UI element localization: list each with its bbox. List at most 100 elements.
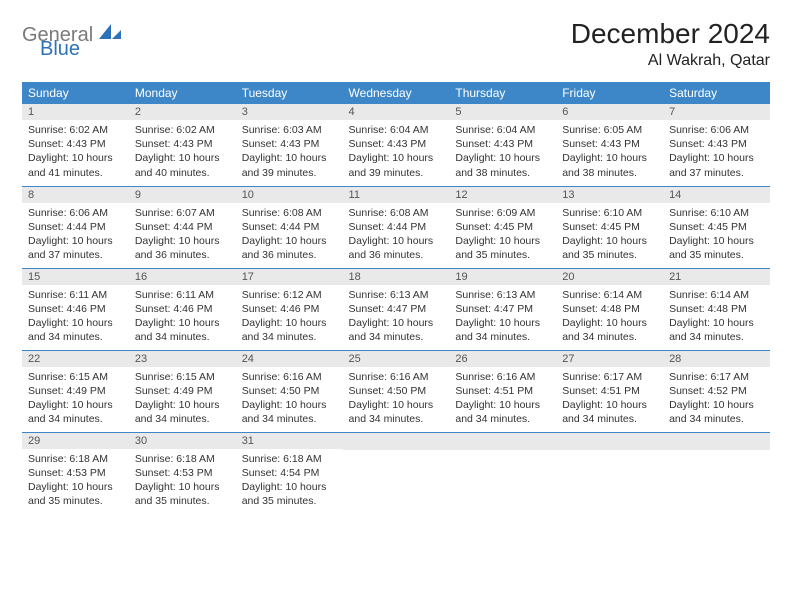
calendar-cell: 22Sunrise: 6:15 AMSunset: 4:49 PMDayligh…: [22, 350, 129, 432]
sunrise-line: Sunrise: 6:07 AM: [135, 206, 230, 220]
calendar-cell: 30Sunrise: 6:18 AMSunset: 4:53 PMDayligh…: [129, 432, 236, 514]
calendar-table: Sunday Monday Tuesday Wednesday Thursday…: [22, 82, 770, 514]
daylight-line: Daylight: 10 hours and 37 minutes.: [28, 234, 123, 262]
sunset-line: Sunset: 4:46 PM: [28, 302, 123, 316]
day-content: Sunrise: 6:16 AMSunset: 4:51 PMDaylight:…: [449, 367, 556, 431]
month-title: December 2024: [571, 18, 770, 50]
day-content: Sunrise: 6:15 AMSunset: 4:49 PMDaylight:…: [22, 367, 129, 431]
day-number: 13: [556, 187, 663, 203]
calendar-cell: [556, 432, 663, 514]
sunrise-line: Sunrise: 6:09 AM: [455, 206, 550, 220]
day-content: Sunrise: 6:02 AMSunset: 4:43 PMDaylight:…: [129, 120, 236, 184]
calendar-cell: 11Sunrise: 6:08 AMSunset: 4:44 PMDayligh…: [343, 186, 450, 268]
calendar-cell: 1Sunrise: 6:02 AMSunset: 4:43 PMDaylight…: [22, 104, 129, 186]
calendar-cell: 16Sunrise: 6:11 AMSunset: 4:46 PMDayligh…: [129, 268, 236, 350]
day-content: Sunrise: 6:15 AMSunset: 4:49 PMDaylight:…: [129, 367, 236, 431]
calendar-cell: [343, 432, 450, 514]
sunrise-line: Sunrise: 6:14 AM: [669, 288, 764, 302]
weekday-header-row: Sunday Monday Tuesday Wednesday Thursday…: [22, 82, 770, 104]
day-number: 24: [236, 351, 343, 367]
day-number: 9: [129, 187, 236, 203]
day-number: 20: [556, 269, 663, 285]
day-number: 8: [22, 187, 129, 203]
sunrise-line: Sunrise: 6:18 AM: [135, 452, 230, 466]
daylight-line: Daylight: 10 hours and 35 minutes.: [455, 234, 550, 262]
calendar-cell: 29Sunrise: 6:18 AMSunset: 4:53 PMDayligh…: [22, 432, 129, 514]
day-content: Sunrise: 6:10 AMSunset: 4:45 PMDaylight:…: [663, 203, 770, 267]
day-number: 3: [236, 104, 343, 120]
day-number: 25: [343, 351, 450, 367]
calendar-cell: 12Sunrise: 6:09 AMSunset: 4:45 PMDayligh…: [449, 186, 556, 268]
sunrise-line: Sunrise: 6:05 AM: [562, 123, 657, 137]
daylight-line: Daylight: 10 hours and 34 minutes.: [455, 398, 550, 426]
sunrise-line: Sunrise: 6:16 AM: [455, 370, 550, 384]
day-number: 19: [449, 269, 556, 285]
sunset-line: Sunset: 4:53 PM: [135, 466, 230, 480]
day-content: Sunrise: 6:02 AMSunset: 4:43 PMDaylight:…: [22, 120, 129, 184]
weekday-header: Tuesday: [236, 82, 343, 104]
sunset-line: Sunset: 4:43 PM: [242, 137, 337, 151]
sunrise-line: Sunrise: 6:10 AM: [669, 206, 764, 220]
day-content: Sunrise: 6:14 AMSunset: 4:48 PMDaylight:…: [663, 285, 770, 349]
sunrise-line: Sunrise: 6:12 AM: [242, 288, 337, 302]
day-content: Sunrise: 6:17 AMSunset: 4:52 PMDaylight:…: [663, 367, 770, 431]
calendar-row: 29Sunrise: 6:18 AMSunset: 4:53 PMDayligh…: [22, 432, 770, 514]
day-content: Sunrise: 6:16 AMSunset: 4:50 PMDaylight:…: [343, 367, 450, 431]
day-number: 22: [22, 351, 129, 367]
day-number: 10: [236, 187, 343, 203]
sunset-line: Sunset: 4:47 PM: [455, 302, 550, 316]
sunset-line: Sunset: 4:43 PM: [562, 137, 657, 151]
sunrise-line: Sunrise: 6:11 AM: [28, 288, 123, 302]
day-number: 14: [663, 187, 770, 203]
day-number: 16: [129, 269, 236, 285]
day-content: Sunrise: 6:18 AMSunset: 4:54 PMDaylight:…: [236, 449, 343, 513]
sunrise-line: Sunrise: 6:16 AM: [349, 370, 444, 384]
calendar-cell: 20Sunrise: 6:14 AMSunset: 4:48 PMDayligh…: [556, 268, 663, 350]
sunset-line: Sunset: 4:48 PM: [669, 302, 764, 316]
daylight-line: Daylight: 10 hours and 34 minutes.: [349, 316, 444, 344]
day-number: 6: [556, 104, 663, 120]
weekday-header: Thursday: [449, 82, 556, 104]
sunrise-line: Sunrise: 6:17 AM: [669, 370, 764, 384]
sunset-line: Sunset: 4:44 PM: [28, 220, 123, 234]
sunrise-line: Sunrise: 6:14 AM: [562, 288, 657, 302]
daylight-line: Daylight: 10 hours and 35 minutes.: [562, 234, 657, 262]
day-content: Sunrise: 6:06 AMSunset: 4:44 PMDaylight:…: [22, 203, 129, 267]
calendar-cell: 7Sunrise: 6:06 AMSunset: 4:43 PMDaylight…: [663, 104, 770, 186]
calendar-cell: 28Sunrise: 6:17 AMSunset: 4:52 PMDayligh…: [663, 350, 770, 432]
sunset-line: Sunset: 4:43 PM: [135, 137, 230, 151]
calendar-cell: 31Sunrise: 6:18 AMSunset: 4:54 PMDayligh…: [236, 432, 343, 514]
weekday-header: Wednesday: [343, 82, 450, 104]
day-content: Sunrise: 6:10 AMSunset: 4:45 PMDaylight:…: [556, 203, 663, 267]
calendar-cell: [663, 432, 770, 514]
calendar-cell: 13Sunrise: 6:10 AMSunset: 4:45 PMDayligh…: [556, 186, 663, 268]
day-content: Sunrise: 6:14 AMSunset: 4:48 PMDaylight:…: [556, 285, 663, 349]
sunset-line: Sunset: 4:45 PM: [669, 220, 764, 234]
day-content: Sunrise: 6:17 AMSunset: 4:51 PMDaylight:…: [556, 367, 663, 431]
sunrise-line: Sunrise: 6:15 AM: [28, 370, 123, 384]
day-number: 28: [663, 351, 770, 367]
sunrise-line: Sunrise: 6:17 AM: [562, 370, 657, 384]
daylight-line: Daylight: 10 hours and 35 minutes.: [242, 480, 337, 508]
sunset-line: Sunset: 4:47 PM: [349, 302, 444, 316]
sunset-line: Sunset: 4:44 PM: [242, 220, 337, 234]
calendar-cell: 26Sunrise: 6:16 AMSunset: 4:51 PMDayligh…: [449, 350, 556, 432]
calendar-cell: 27Sunrise: 6:17 AMSunset: 4:51 PMDayligh…: [556, 350, 663, 432]
sunset-line: Sunset: 4:44 PM: [135, 220, 230, 234]
sunrise-line: Sunrise: 6:15 AM: [135, 370, 230, 384]
sunrise-line: Sunrise: 6:13 AM: [349, 288, 444, 302]
daylight-line: Daylight: 10 hours and 37 minutes.: [669, 151, 764, 179]
day-content: Sunrise: 6:11 AMSunset: 4:46 PMDaylight:…: [22, 285, 129, 349]
sunrise-line: Sunrise: 6:06 AM: [28, 206, 123, 220]
sunset-line: Sunset: 4:43 PM: [455, 137, 550, 151]
sunset-line: Sunset: 4:49 PM: [28, 384, 123, 398]
sunrise-line: Sunrise: 6:18 AM: [242, 452, 337, 466]
day-content: Sunrise: 6:11 AMSunset: 4:46 PMDaylight:…: [129, 285, 236, 349]
calendar-cell: 15Sunrise: 6:11 AMSunset: 4:46 PMDayligh…: [22, 268, 129, 350]
daylight-line: Daylight: 10 hours and 34 minutes.: [28, 398, 123, 426]
day-content: Sunrise: 6:07 AMSunset: 4:44 PMDaylight:…: [129, 203, 236, 267]
calendar-cell: 23Sunrise: 6:15 AMSunset: 4:49 PMDayligh…: [129, 350, 236, 432]
sail-icon: [99, 24, 121, 47]
day-number: 21: [663, 269, 770, 285]
daylight-line: Daylight: 10 hours and 36 minutes.: [135, 234, 230, 262]
